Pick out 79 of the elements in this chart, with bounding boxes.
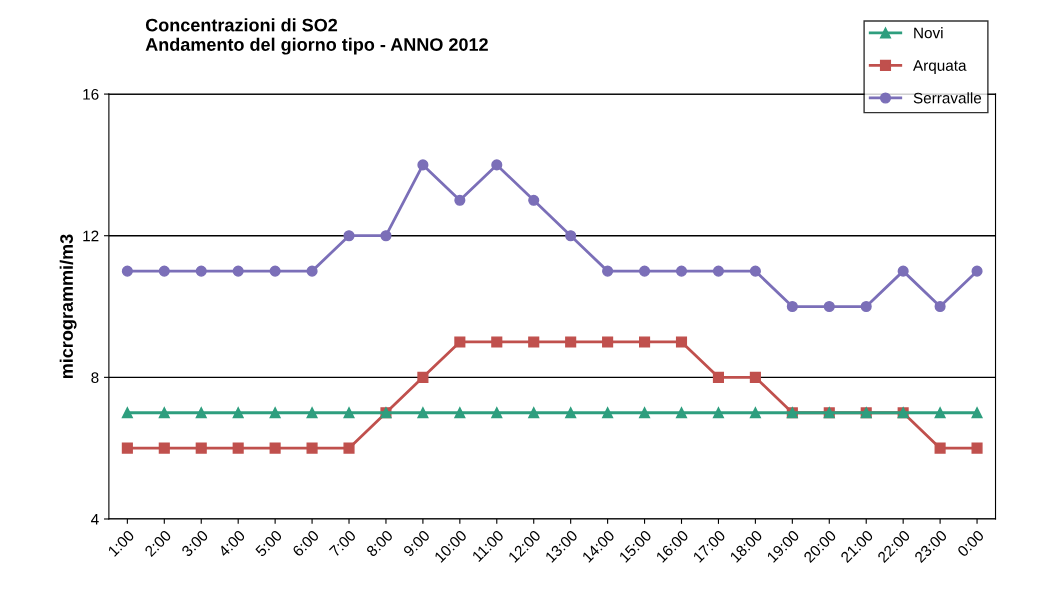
point [934, 407, 946, 419]
legend-label: Serravalle [913, 92, 982, 104]
point [232, 442, 244, 454]
y-tick-label: 16 [83, 88, 99, 100]
point [602, 265, 614, 277]
point [121, 265, 133, 277]
point [306, 407, 318, 419]
x-tick-label: 0:00 [956, 529, 985, 558]
chart-title: Concentrazioni di SO2 Andamento del giorno tipo - ANNO 2012 [145, 18, 488, 55]
x-tick-label: 3:00 [180, 529, 209, 558]
point [454, 407, 466, 419]
point [749, 371, 761, 383]
point [158, 265, 170, 277]
point [528, 194, 540, 206]
point [380, 230, 392, 242]
point [565, 407, 577, 419]
y-tick-label: 4 [91, 514, 99, 525]
point [269, 442, 281, 454]
point [232, 407, 244, 419]
point [712, 407, 725, 419]
point [639, 265, 651, 277]
point [675, 407, 688, 419]
point [417, 159, 429, 171]
point [934, 442, 946, 454]
point [343, 407, 355, 419]
point [675, 265, 688, 277]
point [491, 407, 503, 419]
point [639, 336, 651, 348]
point [786, 300, 798, 313]
point [195, 407, 207, 419]
point [971, 407, 983, 419]
point [195, 265, 207, 277]
point [897, 265, 909, 277]
point [749, 265, 761, 277]
point [121, 407, 133, 419]
point [565, 336, 577, 348]
legend-label: Arquata [913, 60, 967, 74]
point [971, 442, 983, 454]
point [417, 407, 429, 419]
point [491, 159, 503, 171]
x-tick-label: 4:00 [217, 529, 246, 558]
point [121, 442, 133, 454]
x-tick-label: 5:00 [254, 529, 283, 558]
point [528, 407, 540, 419]
point [269, 265, 281, 277]
x-tick-label: 9:00 [402, 529, 431, 558]
legend-label: Novi [914, 27, 943, 39]
point [860, 300, 872, 313]
y-axis-title: microgrammi/m3 [59, 234, 77, 379]
point [712, 371, 725, 383]
point [528, 336, 540, 348]
point [269, 407, 281, 419]
point [454, 336, 466, 348]
point [675, 336, 688, 348]
point [343, 442, 355, 454]
point [602, 407, 614, 419]
point [491, 336, 503, 348]
y-tick-label: 8 [91, 372, 99, 384]
point [749, 407, 761, 419]
point [934, 300, 946, 313]
point [823, 300, 835, 313]
point [454, 194, 466, 206]
x-tick-label: 6:00 [291, 529, 320, 558]
y-tick-label: 12 [83, 230, 99, 242]
point [158, 442, 170, 454]
point [602, 336, 614, 348]
point [195, 442, 207, 454]
x-tick-label: 7:00 [328, 529, 357, 558]
point [158, 407, 170, 419]
point [306, 442, 318, 454]
point [343, 230, 355, 242]
point [565, 230, 577, 242]
point [712, 265, 725, 277]
point [971, 265, 983, 277]
point [306, 265, 318, 277]
point [417, 371, 429, 383]
point [639, 407, 651, 419]
x-tick-label: 8:00 [365, 529, 394, 558]
point [232, 265, 244, 277]
